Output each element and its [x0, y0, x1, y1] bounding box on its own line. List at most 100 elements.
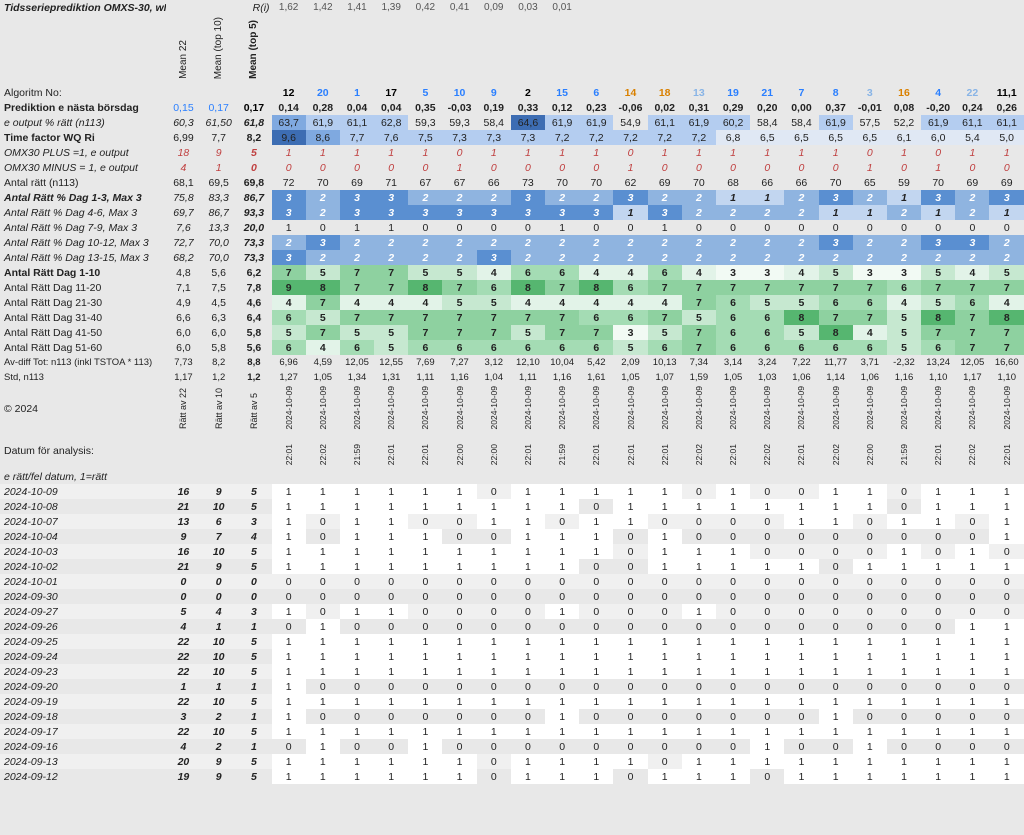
metric-cell: 6 — [648, 265, 682, 280]
binary-cell: 1 — [374, 649, 408, 664]
metric-cell: 6 — [272, 340, 306, 355]
binary-cell: 0 — [819, 574, 853, 589]
mean-val: 73,3 — [236, 250, 271, 265]
metric-cell: 7,2 — [648, 130, 682, 145]
metric-cell: 5 — [921, 265, 955, 280]
binary-mean: 0 — [201, 589, 236, 604]
metric-cell: 4 — [613, 295, 647, 310]
binary-cell: 0 — [750, 484, 784, 499]
metric-cell: 1 — [272, 145, 306, 160]
metric-cell: 7 — [340, 265, 374, 280]
mean-val: 8,2 — [201, 355, 236, 370]
mean-val: 6,99 — [166, 130, 201, 145]
binary-cell: 1 — [819, 499, 853, 514]
metric-cell: 59,3 — [408, 115, 442, 130]
binary-cell: 1 — [921, 664, 955, 679]
metric-cell: 2 — [477, 190, 511, 205]
binary-cell: 0 — [955, 709, 989, 724]
binary-cell: 1 — [272, 754, 306, 769]
metric-cell: 0 — [613, 220, 647, 235]
metric-cell: 70 — [921, 175, 955, 190]
binary-cell: 1 — [682, 754, 716, 769]
binary-cell: 1 — [887, 664, 921, 679]
metric-cell: 1 — [887, 145, 921, 160]
metric-cell: 7 — [989, 280, 1024, 295]
binary-date: 2024-09-17 — [0, 724, 166, 739]
metric-cell: 5 — [306, 265, 340, 280]
metric-cell: 1 — [750, 145, 784, 160]
binary-cell: 0 — [819, 604, 853, 619]
metric-cell: 3 — [374, 205, 408, 220]
algo-num: 11,1 — [989, 85, 1024, 100]
binary-cell: 0 — [682, 619, 716, 634]
binary-cell: 1 — [784, 499, 818, 514]
metric-cell: 1 — [887, 190, 921, 205]
mean-val: 1 — [201, 160, 236, 175]
binary-cell: 0 — [784, 739, 818, 754]
metric-cell: 61,1 — [989, 115, 1024, 130]
metric-cell: 1,05 — [716, 370, 750, 385]
metric-cell: 58,4 — [784, 115, 818, 130]
metric-cell: 3,12 — [477, 355, 511, 370]
metric-cell: 2 — [716, 235, 750, 250]
metric-cell: 8,6 — [306, 130, 340, 145]
binary-cell: 1 — [272, 529, 306, 544]
metric-cell: 7 — [340, 310, 374, 325]
binary-cell: 1 — [511, 484, 545, 499]
analysis-date: 2024-10-09 — [853, 385, 887, 433]
analysis-date: 2024-10-09 — [648, 385, 682, 433]
binary-mean: 1 — [166, 679, 201, 694]
binary-cell: 0 — [955, 604, 989, 619]
binary-cell: 0 — [682, 574, 716, 589]
metric-cell: 1,17 — [955, 370, 989, 385]
metric-cell: 1 — [921, 205, 955, 220]
binary-date: 2024-09-25 — [0, 634, 166, 649]
binary-cell: 1 — [579, 769, 613, 784]
metric-cell: 0,19 — [477, 100, 511, 115]
metric-cell: 7 — [374, 265, 408, 280]
algo-num: 3 — [853, 85, 887, 100]
binary-cell: 1 — [819, 724, 853, 739]
metric-cell: 8 — [306, 280, 340, 295]
binary-cell: 1 — [306, 499, 340, 514]
binary-date: 2024-09-19 — [0, 694, 166, 709]
binary-cell: 0 — [921, 739, 955, 754]
binary-cell: 0 — [648, 754, 682, 769]
binary-cell: 1 — [921, 724, 955, 739]
binary-cell: 1 — [374, 604, 408, 619]
metric-cell: 3 — [648, 205, 682, 220]
metric-cell: 57,5 — [853, 115, 887, 130]
binary-cell: 1 — [853, 769, 887, 784]
mean-val: 6,6 — [166, 310, 201, 325]
mean-val: 9 — [201, 145, 236, 160]
binary-cell: 0 — [477, 619, 511, 634]
binary-cell: 1 — [272, 544, 306, 559]
binary-cell: 0 — [682, 529, 716, 544]
metric-cell: 2 — [408, 250, 442, 265]
binary-cell: 0 — [477, 739, 511, 754]
binary-cell: 0 — [613, 574, 647, 589]
binary-cell: 0 — [272, 589, 306, 604]
binary-cell: 0 — [408, 709, 442, 724]
metric-cell: 3 — [613, 190, 647, 205]
metric-cell: 0,08 — [887, 100, 921, 115]
binary-mean: 10 — [201, 634, 236, 649]
ratt-av-header: Rätt av 5 — [236, 385, 271, 433]
binary-cell: 1 — [853, 634, 887, 649]
binary-cell: 1 — [682, 664, 716, 679]
metric-cell: 61,1 — [648, 115, 682, 130]
metric-cell: 1 — [477, 145, 511, 160]
metric-cell: 2 — [682, 205, 716, 220]
metric-cell: 0 — [819, 220, 853, 235]
metric-cell: 12,10 — [511, 355, 545, 370]
binary-cell: 1 — [613, 499, 647, 514]
metric-cell: 2 — [921, 250, 955, 265]
binary-date: 2024-09-13 — [0, 754, 166, 769]
metric-cell: 58,4 — [477, 115, 511, 130]
metric-cell: 66 — [750, 175, 784, 190]
binary-cell: 0 — [819, 619, 853, 634]
analysis-date: 2024-10-09 — [989, 385, 1024, 433]
metric-cell: 7 — [272, 265, 306, 280]
binary-cell: 0 — [921, 679, 955, 694]
metric-cell: 0 — [921, 145, 955, 160]
